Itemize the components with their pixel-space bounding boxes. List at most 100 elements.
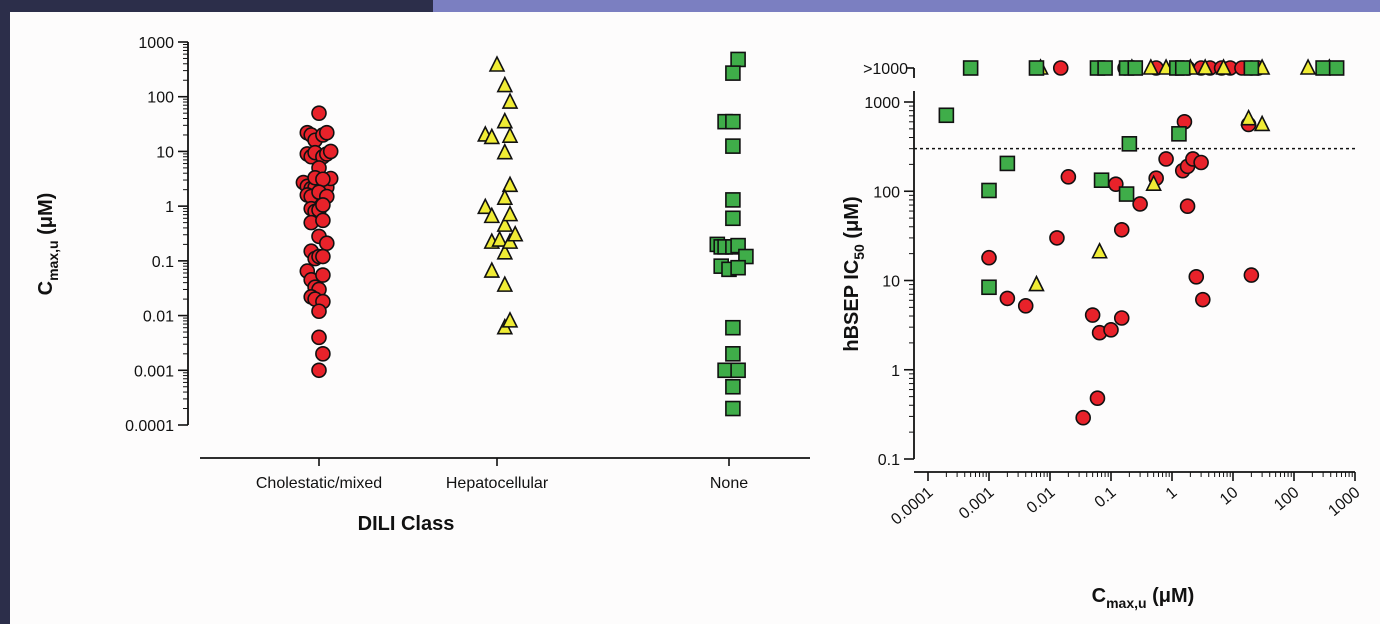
dili-x-categories: Cholestatic/mixed Hepatocellular None bbox=[256, 475, 748, 492]
bsep-point bbox=[1075, 409, 1091, 426]
bsep-point bbox=[1093, 172, 1110, 188]
dili-point bbox=[725, 65, 741, 81]
bsep-point bbox=[1028, 274, 1045, 292]
bsep-point bbox=[1158, 151, 1174, 167]
dili-point bbox=[491, 230, 508, 247]
bsep-y-tick-label: 10 bbox=[882, 274, 900, 291]
bsep-point bbox=[1188, 269, 1205, 285]
dili-y-tick-label: 0.0001 bbox=[125, 418, 174, 435]
side-bar bbox=[0, 12, 10, 624]
bsep-point bbox=[981, 182, 997, 199]
bsep-point bbox=[1195, 291, 1211, 308]
dili-y-tick-label: 0.01 bbox=[143, 309, 174, 326]
bsep-x-tick-label: 100 bbox=[1271, 484, 1302, 514]
dili-y-tick-label: 0.001 bbox=[134, 363, 174, 380]
dili-point bbox=[725, 210, 741, 227]
bsep-x-tick-label: 0.01 bbox=[1024, 484, 1059, 517]
bsep-point bbox=[1171, 126, 1187, 142]
bsep-point-above-1000 bbox=[1299, 58, 1317, 75]
dili-point bbox=[501, 204, 519, 222]
dili-point bbox=[725, 378, 741, 395]
dili-point bbox=[315, 346, 331, 362]
bsep-point bbox=[1121, 136, 1138, 152]
bsep-points bbox=[938, 58, 1345, 426]
bsep-point bbox=[1253, 114, 1271, 132]
bsep-point bbox=[1103, 322, 1119, 338]
bsep-point bbox=[1113, 310, 1130, 326]
dili-point bbox=[501, 92, 519, 109]
dili-y-ticks: 1000 100 10 1 0.1 0.01 0.001 0.0001 bbox=[125, 35, 188, 435]
header-bar-accent bbox=[433, 0, 1380, 12]
dili-point bbox=[477, 197, 494, 215]
dili-category-label: None bbox=[710, 475, 748, 492]
bsep-point bbox=[1179, 198, 1196, 214]
dili-point bbox=[496, 215, 514, 232]
dili-point bbox=[725, 400, 741, 417]
dili-point bbox=[483, 127, 501, 145]
dili-point bbox=[322, 143, 339, 160]
dili-point bbox=[725, 138, 741, 154]
dili-point bbox=[315, 171, 331, 188]
bsep-y-tick-label: 1 bbox=[891, 363, 900, 380]
bsep-point-above-1000 bbox=[1215, 58, 1232, 75]
dili-point bbox=[318, 235, 335, 252]
dili-y-axis-label: Cmax,u (μM) bbox=[35, 193, 61, 296]
bsep-ticks: 1000 100 10 1 0.1 0.0001 0.001 0.01 0.1 1 10 100 100… bbox=[864, 95, 1363, 529]
dili-point bbox=[318, 124, 335, 141]
bsep-axes bbox=[906, 67, 1355, 473]
dili-point bbox=[315, 197, 331, 213]
dili-point bbox=[496, 111, 514, 129]
figure-svg: 1000 100 10 1 0.1 0.01 0.001 0.0001 Cholestatic… bbox=[35, 35, 1364, 611]
dili-point bbox=[501, 311, 519, 328]
bsep-point bbox=[1118, 186, 1135, 202]
bsep-x-tick-label: 0.001 bbox=[956, 484, 998, 523]
bsep-point-above-1000 bbox=[1097, 60, 1113, 76]
dili-y-tick-label: 1 bbox=[165, 199, 174, 216]
dili-point bbox=[483, 261, 501, 278]
dili-point bbox=[506, 224, 524, 242]
bsep-x-axis-label: Cmax,u (μM) bbox=[1092, 585, 1195, 611]
dili-point bbox=[730, 362, 746, 379]
dili-point bbox=[315, 212, 331, 229]
dili-point bbox=[311, 329, 327, 346]
dili-y-tick-label: 1000 bbox=[138, 35, 174, 52]
dili-point bbox=[496, 142, 514, 160]
bsep-point bbox=[999, 155, 1016, 172]
dili-point bbox=[725, 319, 741, 336]
bsep-point bbox=[999, 290, 1016, 307]
bsep-point bbox=[981, 249, 997, 266]
dili-point bbox=[501, 126, 519, 143]
bsep-point-above-1000 bbox=[1142, 58, 1160, 75]
dili-point bbox=[488, 55, 506, 72]
dili-point bbox=[725, 346, 741, 362]
dili-point bbox=[730, 51, 746, 68]
bsep-y-tick-label: 1000 bbox=[864, 95, 900, 112]
bsep-point bbox=[1240, 108, 1257, 126]
dili-point bbox=[483, 206, 501, 224]
bsep-y-tick-label: 100 bbox=[873, 184, 900, 201]
dili-point bbox=[311, 303, 327, 320]
bsep-x-tick-label: 0.1 bbox=[1092, 484, 1120, 511]
bsep-point-above-1000 bbox=[1315, 60, 1331, 76]
bsep-point bbox=[1091, 241, 1108, 259]
dili-point bbox=[311, 362, 327, 379]
bsep-x-tick-label: 1 bbox=[1163, 484, 1181, 503]
bsep-point bbox=[1193, 154, 1209, 171]
dili-point bbox=[717, 362, 733, 379]
bsep-point bbox=[1243, 267, 1260, 283]
header-bar-dark bbox=[0, 0, 433, 12]
bsep-point-above-1000 bbox=[1052, 60, 1069, 76]
bsep-chart: 1000 100 10 1 0.1 0.0001 0.001 0.01 0.1 1 10 100 100… bbox=[841, 58, 1364, 611]
bsep-point-above-1000 bbox=[1028, 60, 1045, 76]
dili-category-label: Hepatocellular bbox=[446, 475, 549, 492]
dili-axes bbox=[187, 42, 810, 466]
dili-y-tick-label: 0.1 bbox=[152, 254, 174, 271]
dili-point bbox=[496, 275, 514, 292]
dili-x-axis-label: DILI Class bbox=[358, 513, 455, 535]
bsep-point-above-1000 bbox=[1174, 60, 1191, 76]
bsep-y-tick-label: 0.1 bbox=[878, 452, 900, 469]
bsep-point bbox=[1060, 169, 1077, 185]
bsep-x-tick-label: 10 bbox=[1217, 484, 1242, 509]
dili-y-tick-label: 100 bbox=[147, 90, 174, 107]
